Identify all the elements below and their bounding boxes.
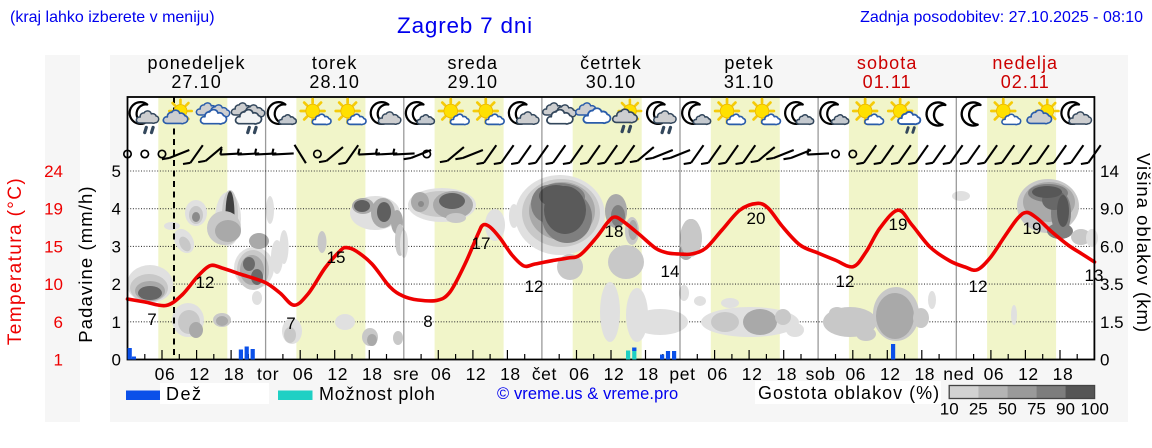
svg-text:petek: petek — [724, 53, 774, 73]
svg-text:0: 0 — [1100, 351, 1109, 370]
svg-text:02.11: 02.11 — [1001, 72, 1050, 92]
svg-text:75: 75 — [1027, 400, 1046, 419]
svg-text:3.5: 3.5 — [1100, 275, 1124, 294]
svg-text:nedelja: nedelja — [992, 53, 1058, 73]
svg-text:18: 18 — [776, 364, 797, 384]
svg-text:ponedeljek: ponedeljek — [148, 53, 246, 73]
svg-text:čet: čet — [532, 364, 557, 384]
svg-text:Zadnja posodobitev: 27.10.2025: Zadnja posodobitev: 27.10.2025 - 08:10 — [860, 9, 1143, 26]
svg-text:18: 18 — [638, 364, 659, 384]
svg-text:Temperatura (°C): Temperatura (°C) — [5, 177, 26, 345]
svg-text:12: 12 — [604, 364, 625, 384]
svg-text:0: 0 — [112, 351, 121, 370]
svg-text:20: 20 — [747, 209, 766, 228]
svg-text:12: 12 — [196, 273, 215, 292]
svg-text:10: 10 — [940, 400, 959, 419]
svg-text:1: 1 — [112, 313, 121, 332]
svg-text:6: 6 — [54, 313, 63, 332]
svg-text:8: 8 — [423, 312, 432, 331]
svg-text:18: 18 — [914, 364, 935, 384]
svg-text:1.5: 1.5 — [1100, 313, 1124, 332]
svg-text:Padavine (mm/h): Padavine (mm/h) — [75, 185, 96, 342]
svg-text:30.10: 30.10 — [586, 72, 637, 92]
svg-text:15: 15 — [327, 248, 346, 267]
svg-text:12: 12 — [742, 364, 763, 384]
svg-text:19: 19 — [889, 215, 908, 234]
svg-text:100: 100 — [1080, 400, 1108, 419]
svg-text:4: 4 — [112, 200, 121, 219]
svg-text:Možnost ploh: Možnost ploh — [319, 384, 436, 404]
svg-text:12: 12 — [466, 364, 487, 384]
svg-text:18: 18 — [500, 364, 521, 384]
svg-text:12: 12 — [836, 272, 855, 291]
svg-text:19: 19 — [1023, 219, 1042, 238]
svg-text:7: 7 — [286, 314, 295, 333]
svg-text:06: 06 — [569, 364, 590, 384]
svg-text:5: 5 — [112, 162, 121, 181]
svg-text:19: 19 — [44, 200, 63, 219]
svg-text:Gostota oblakov (%): Gostota oblakov (%) — [758, 383, 940, 403]
svg-text:18: 18 — [224, 364, 245, 384]
svg-text:14: 14 — [1100, 162, 1119, 181]
svg-text:12: 12 — [189, 364, 210, 384]
svg-text:10: 10 — [44, 275, 63, 294]
svg-text:pet: pet — [669, 364, 695, 384]
svg-text:Zagreb 7 dni: Zagreb 7 dni — [397, 13, 533, 38]
svg-text:15: 15 — [44, 237, 63, 256]
svg-text:ned: ned — [943, 364, 974, 384]
svg-text:12: 12 — [1018, 364, 1039, 384]
svg-text:Dež: Dež — [166, 384, 203, 404]
svg-text:3: 3 — [112, 237, 121, 256]
svg-text:Višina oblakov (km): Višina oblakov (km) — [1133, 153, 1152, 333]
svg-text:28.10: 28.10 — [309, 72, 360, 92]
svg-text:2: 2 — [112, 275, 121, 294]
svg-text:12: 12 — [880, 364, 901, 384]
svg-text:01.11: 01.11 — [863, 72, 912, 92]
svg-text:06: 06 — [984, 364, 1005, 384]
svg-text:tor: tor — [257, 364, 279, 384]
svg-text:06: 06 — [155, 364, 176, 384]
svg-text:24: 24 — [44, 162, 63, 181]
svg-text:06: 06 — [431, 364, 452, 384]
svg-text:12: 12 — [327, 364, 348, 384]
svg-text:9.0: 9.0 — [1100, 200, 1124, 219]
svg-text:90: 90 — [1056, 400, 1075, 419]
svg-text:06: 06 — [293, 364, 314, 384]
svg-text:© vreme.us & vreme.pro: © vreme.us & vreme.pro — [497, 385, 678, 403]
svg-text:29.10: 29.10 — [448, 72, 499, 92]
svg-text:25: 25 — [969, 400, 988, 419]
svg-text:18: 18 — [362, 364, 383, 384]
svg-text:17: 17 — [472, 234, 491, 253]
svg-text:(kraj lahko izberete v meniju): (kraj lahko izberete v meniju) — [10, 9, 215, 26]
svg-text:14: 14 — [661, 262, 680, 281]
svg-text:sobota: sobota — [857, 53, 918, 73]
svg-text:12: 12 — [525, 277, 544, 296]
svg-text:1: 1 — [54, 351, 63, 370]
svg-text:sob: sob — [806, 364, 836, 384]
svg-text:31.10: 31.10 — [724, 72, 775, 92]
svg-text:7: 7 — [147, 310, 156, 329]
svg-text:18: 18 — [1053, 364, 1074, 384]
svg-text:12: 12 — [969, 277, 988, 296]
svg-text:06: 06 — [845, 364, 866, 384]
svg-text:50: 50 — [998, 400, 1017, 419]
svg-text:četrtek: četrtek — [580, 53, 642, 73]
svg-text:6.0: 6.0 — [1100, 237, 1124, 256]
svg-text:sreda: sreda — [448, 53, 499, 73]
svg-text:27.10: 27.10 — [171, 72, 222, 92]
svg-text:sre: sre — [393, 364, 419, 384]
svg-text:18: 18 — [605, 222, 624, 241]
svg-text:06: 06 — [707, 364, 728, 384]
svg-text:torek: torek — [312, 53, 358, 73]
